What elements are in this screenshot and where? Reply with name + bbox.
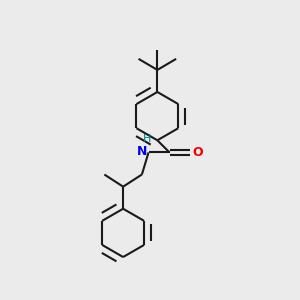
Text: O: O: [193, 146, 203, 159]
Text: H: H: [143, 134, 151, 144]
Text: N: N: [137, 145, 147, 158]
